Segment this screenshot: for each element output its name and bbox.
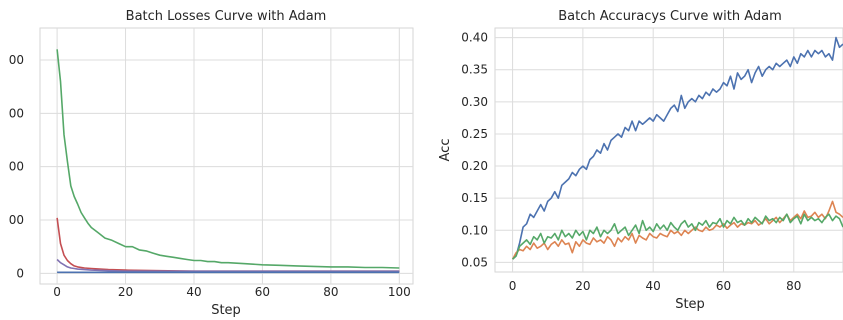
acc-x-tick-label: 60 <box>716 279 731 293</box>
acc-y-tick-label: 0.15 <box>461 191 488 205</box>
acc-y-tick-label: 0.30 <box>461 95 488 109</box>
loss-y-tick-label: 00 <box>9 53 24 67</box>
acc-y-tick-label: 0.10 <box>461 223 488 237</box>
acc-plot-area <box>494 27 843 273</box>
acc-y-tick-label: 0.40 <box>461 31 488 45</box>
acc-x-tick-label: 40 <box>646 279 661 293</box>
acc-tick-labels: 0 20 40 60 80 0.05 0.10 0.15 0.20 0.25 0.30 0.35 0.4… <box>461 31 801 293</box>
acc-series-line-0 <box>512 36 843 260</box>
loss-y-tick-label: 00 <box>9 160 24 174</box>
acc-y-tick-label: 0.20 <box>461 159 488 173</box>
loss-y-tick-label: 00 <box>9 106 24 120</box>
acc-chart-title: Batch Accuracys Curve with Adam <box>558 9 782 24</box>
acc-y-tick-label: 0.05 <box>461 255 488 269</box>
acc-x-tick-label: 80 <box>786 279 801 293</box>
loss-x-tick-label: 100 <box>388 285 411 299</box>
loss-x-axis-label: Step <box>211 303 241 318</box>
acc-y-tick-label: 0.35 <box>461 63 488 77</box>
acc-x-tick-label: 0 <box>509 279 517 293</box>
acc-x-axis-label: Step <box>675 297 705 312</box>
loss-x-tick-label: 60 <box>255 285 270 299</box>
loss-y-tick-label: 00 <box>9 213 24 227</box>
loss-series-line-2 <box>56 258 400 273</box>
loss-x-tick-label: 80 <box>323 285 338 299</box>
acc-y-tick-label: 0.25 <box>461 127 488 141</box>
loss-chart-title: Batch Losses Curve with Adam <box>126 9 327 24</box>
acc-y-axis-label: Acc <box>438 139 453 162</box>
loss-y-tick-label: 0 <box>16 266 24 280</box>
loss-grid <box>40 28 413 284</box>
loss-series-line-0 <box>56 49 400 269</box>
acc-series-group <box>511 36 843 260</box>
acc-grid <box>495 28 843 272</box>
loss-series-group <box>56 49 400 274</box>
acc-x-tick-label: 20 <box>575 279 590 293</box>
loss-x-tick-label: 20 <box>118 285 133 299</box>
loss-x-tick-label: 0 <box>53 285 61 299</box>
loss-x-tick-label: 40 <box>186 285 201 299</box>
loss-plot-area <box>39 27 414 285</box>
acc-series-line-2 <box>512 213 843 260</box>
